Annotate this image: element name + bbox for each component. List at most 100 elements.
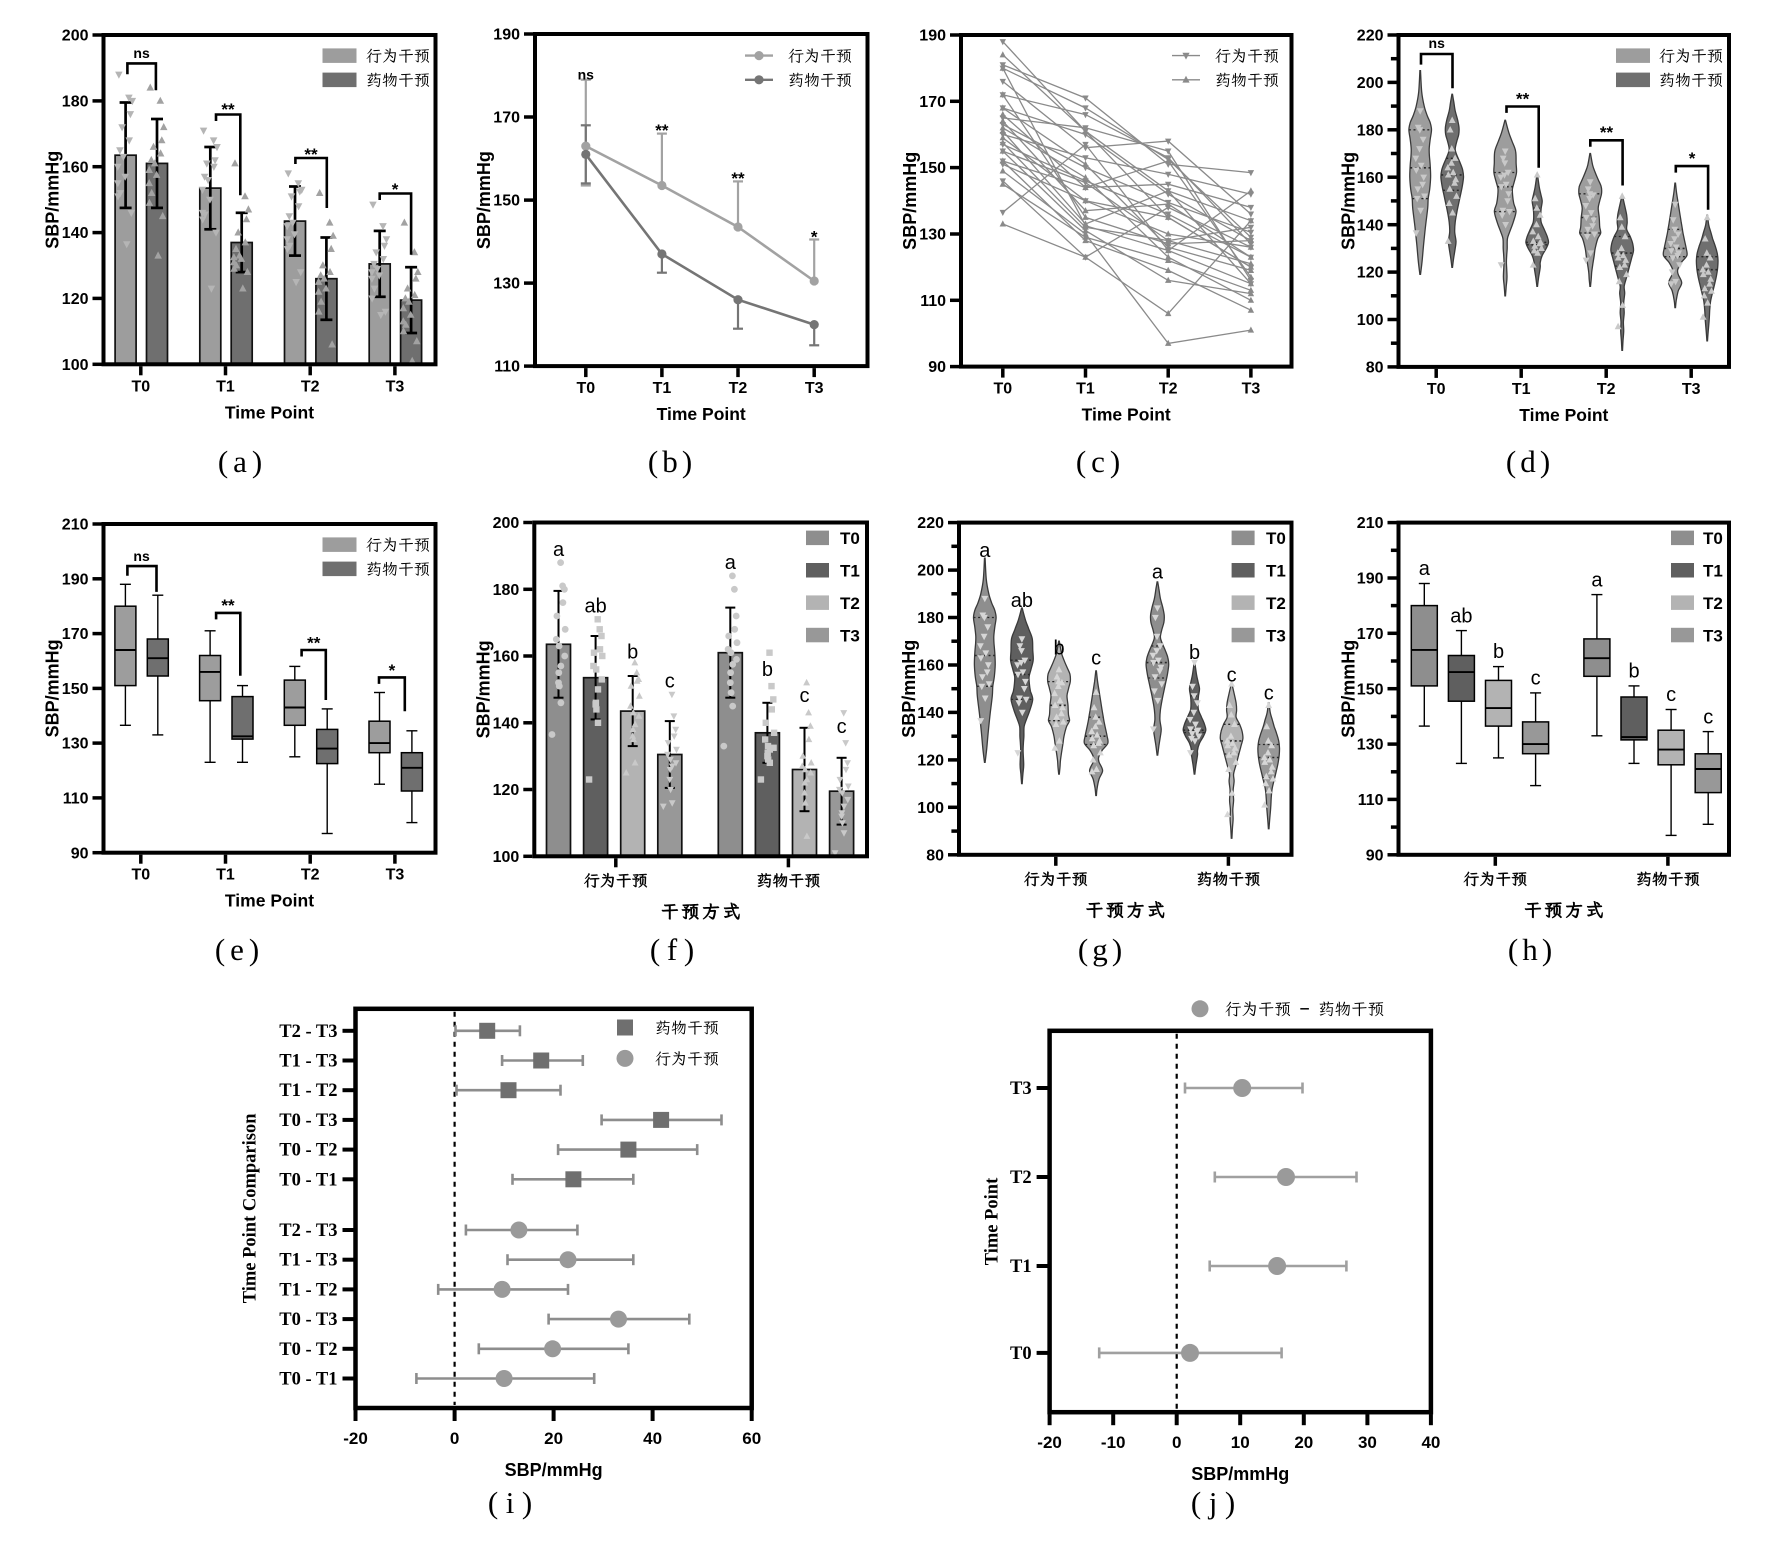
svg-text:e: e: [230, 932, 244, 967]
svg-text:(: (: [1078, 932, 1088, 967]
svg-text:SBP/mmHg: SBP/mmHg: [899, 640, 919, 738]
svg-text:60: 60: [742, 1429, 761, 1448]
svg-text:120: 120: [493, 782, 520, 799]
svg-text:(: (: [1076, 444, 1086, 479]
svg-text:T2 - T3: T2 - T3: [279, 1221, 337, 1241]
svg-text:T0 - T3: T0 - T3: [279, 1310, 337, 1330]
svg-text:0: 0: [1172, 1433, 1181, 1452]
svg-text:T3: T3: [805, 380, 824, 397]
svg-text:b: b: [662, 444, 678, 479]
svg-text:c: c: [1666, 684, 1676, 706]
svg-text:T1 - T3: T1 - T3: [279, 1052, 337, 1072]
svg-text:30: 30: [1358, 1433, 1377, 1452]
svg-text:20: 20: [544, 1429, 563, 1448]
svg-text:T1: T1: [840, 562, 860, 581]
svg-text:**: **: [221, 100, 235, 119]
svg-text:T1 - T2: T1 - T2: [279, 1081, 337, 1101]
svg-text:a: a: [979, 540, 991, 562]
svg-text:-10: -10: [1101, 1433, 1126, 1452]
svg-text:120: 120: [1357, 265, 1384, 282]
svg-text:c: c: [1227, 665, 1237, 687]
svg-text:T2: T2: [1703, 594, 1723, 613]
svg-text:ab: ab: [584, 596, 606, 618]
svg-text:b: b: [627, 641, 638, 663]
svg-text:T3: T3: [1266, 626, 1286, 645]
svg-text:200: 200: [1357, 75, 1384, 92]
svg-text:**: **: [221, 596, 235, 615]
svg-text:180: 180: [917, 610, 944, 627]
svg-text:ns: ns: [133, 548, 150, 564]
svg-text:T2: T2: [1159, 381, 1178, 398]
svg-text:*: *: [392, 180, 399, 199]
svg-text:160: 160: [493, 649, 520, 666]
svg-text:170: 170: [62, 626, 89, 643]
svg-text:160: 160: [1357, 170, 1384, 187]
svg-text:170: 170: [919, 94, 946, 111]
svg-text:ab: ab: [1450, 605, 1472, 627]
svg-text:100: 100: [917, 800, 944, 817]
svg-text:110: 110: [1358, 792, 1384, 809]
svg-text:110: 110: [920, 293, 946, 310]
svg-text:130: 130: [493, 276, 520, 293]
svg-text:T0: T0: [1010, 1344, 1032, 1364]
svg-text:T0 - T1: T0 - T1: [279, 1170, 337, 1190]
svg-text:h: h: [1522, 932, 1538, 967]
svg-text:T3: T3: [1682, 381, 1701, 398]
svg-text:210: 210: [1357, 515, 1384, 532]
svg-text:(: (: [1191, 1485, 1201, 1520]
svg-text:Time Point: Time Point: [225, 891, 314, 911]
svg-text:(: (: [218, 444, 228, 479]
svg-text:(: (: [648, 444, 658, 479]
svg-text:190: 190: [1357, 571, 1384, 588]
svg-text:T1: T1: [1010, 1257, 1032, 1277]
svg-text:(: (: [488, 1485, 498, 1520]
svg-text:180: 180: [493, 582, 520, 599]
svg-text:f: f: [667, 932, 678, 967]
svg-text:**: **: [731, 169, 745, 188]
svg-text:T0 - T2: T0 - T2: [279, 1141, 337, 1161]
svg-text:): ): [522, 1485, 532, 1520]
svg-text:T0: T0: [131, 378, 150, 395]
svg-text:): ): [252, 444, 262, 479]
svg-text:ns: ns: [133, 45, 150, 61]
svg-text:90: 90: [71, 845, 89, 862]
svg-text:c: c: [1703, 706, 1713, 728]
svg-text:130: 130: [919, 227, 946, 244]
svg-text:c: c: [1264, 682, 1274, 704]
svg-text:0: 0: [450, 1429, 459, 1448]
svg-text:130: 130: [62, 736, 89, 753]
svg-text:120: 120: [62, 291, 89, 308]
svg-text:**: **: [1516, 90, 1530, 109]
svg-text:T0: T0: [993, 381, 1012, 398]
svg-text:i: i: [506, 1485, 515, 1520]
svg-text:SBP/mmHg: SBP/mmHg: [1339, 640, 1359, 738]
svg-text:b: b: [1189, 642, 1200, 664]
svg-text:Time Point: Time Point: [657, 404, 746, 424]
svg-text:d: d: [1520, 444, 1536, 479]
svg-text:40: 40: [643, 1429, 662, 1448]
svg-text:40: 40: [1421, 1433, 1440, 1452]
svg-text:90: 90: [928, 359, 946, 376]
svg-text:140: 140: [917, 705, 944, 722]
svg-text:100: 100: [62, 357, 89, 374]
svg-text:150: 150: [493, 193, 520, 210]
svg-text:T2: T2: [1597, 381, 1616, 398]
svg-text:190: 190: [919, 28, 946, 45]
svg-text:T1 - T2: T1 - T2: [279, 1280, 337, 1300]
svg-text:T0: T0: [1266, 529, 1286, 548]
svg-text:T3: T3: [1010, 1079, 1032, 1099]
svg-text:(: (: [215, 932, 225, 967]
svg-text:T1: T1: [653, 380, 672, 397]
svg-text:b: b: [1628, 661, 1639, 683]
svg-text:*: *: [389, 661, 396, 680]
svg-text:*: *: [811, 228, 818, 247]
svg-text:100: 100: [1357, 312, 1384, 329]
svg-text:): ): [1112, 932, 1122, 967]
svg-text:190: 190: [62, 571, 89, 588]
svg-text:T2: T2: [729, 380, 748, 397]
svg-text:a: a: [725, 552, 737, 574]
svg-text:180: 180: [1357, 122, 1384, 139]
svg-text:j: j: [1208, 1485, 1218, 1520]
svg-text:220: 220: [1357, 28, 1384, 45]
svg-text:T3: T3: [840, 626, 860, 645]
